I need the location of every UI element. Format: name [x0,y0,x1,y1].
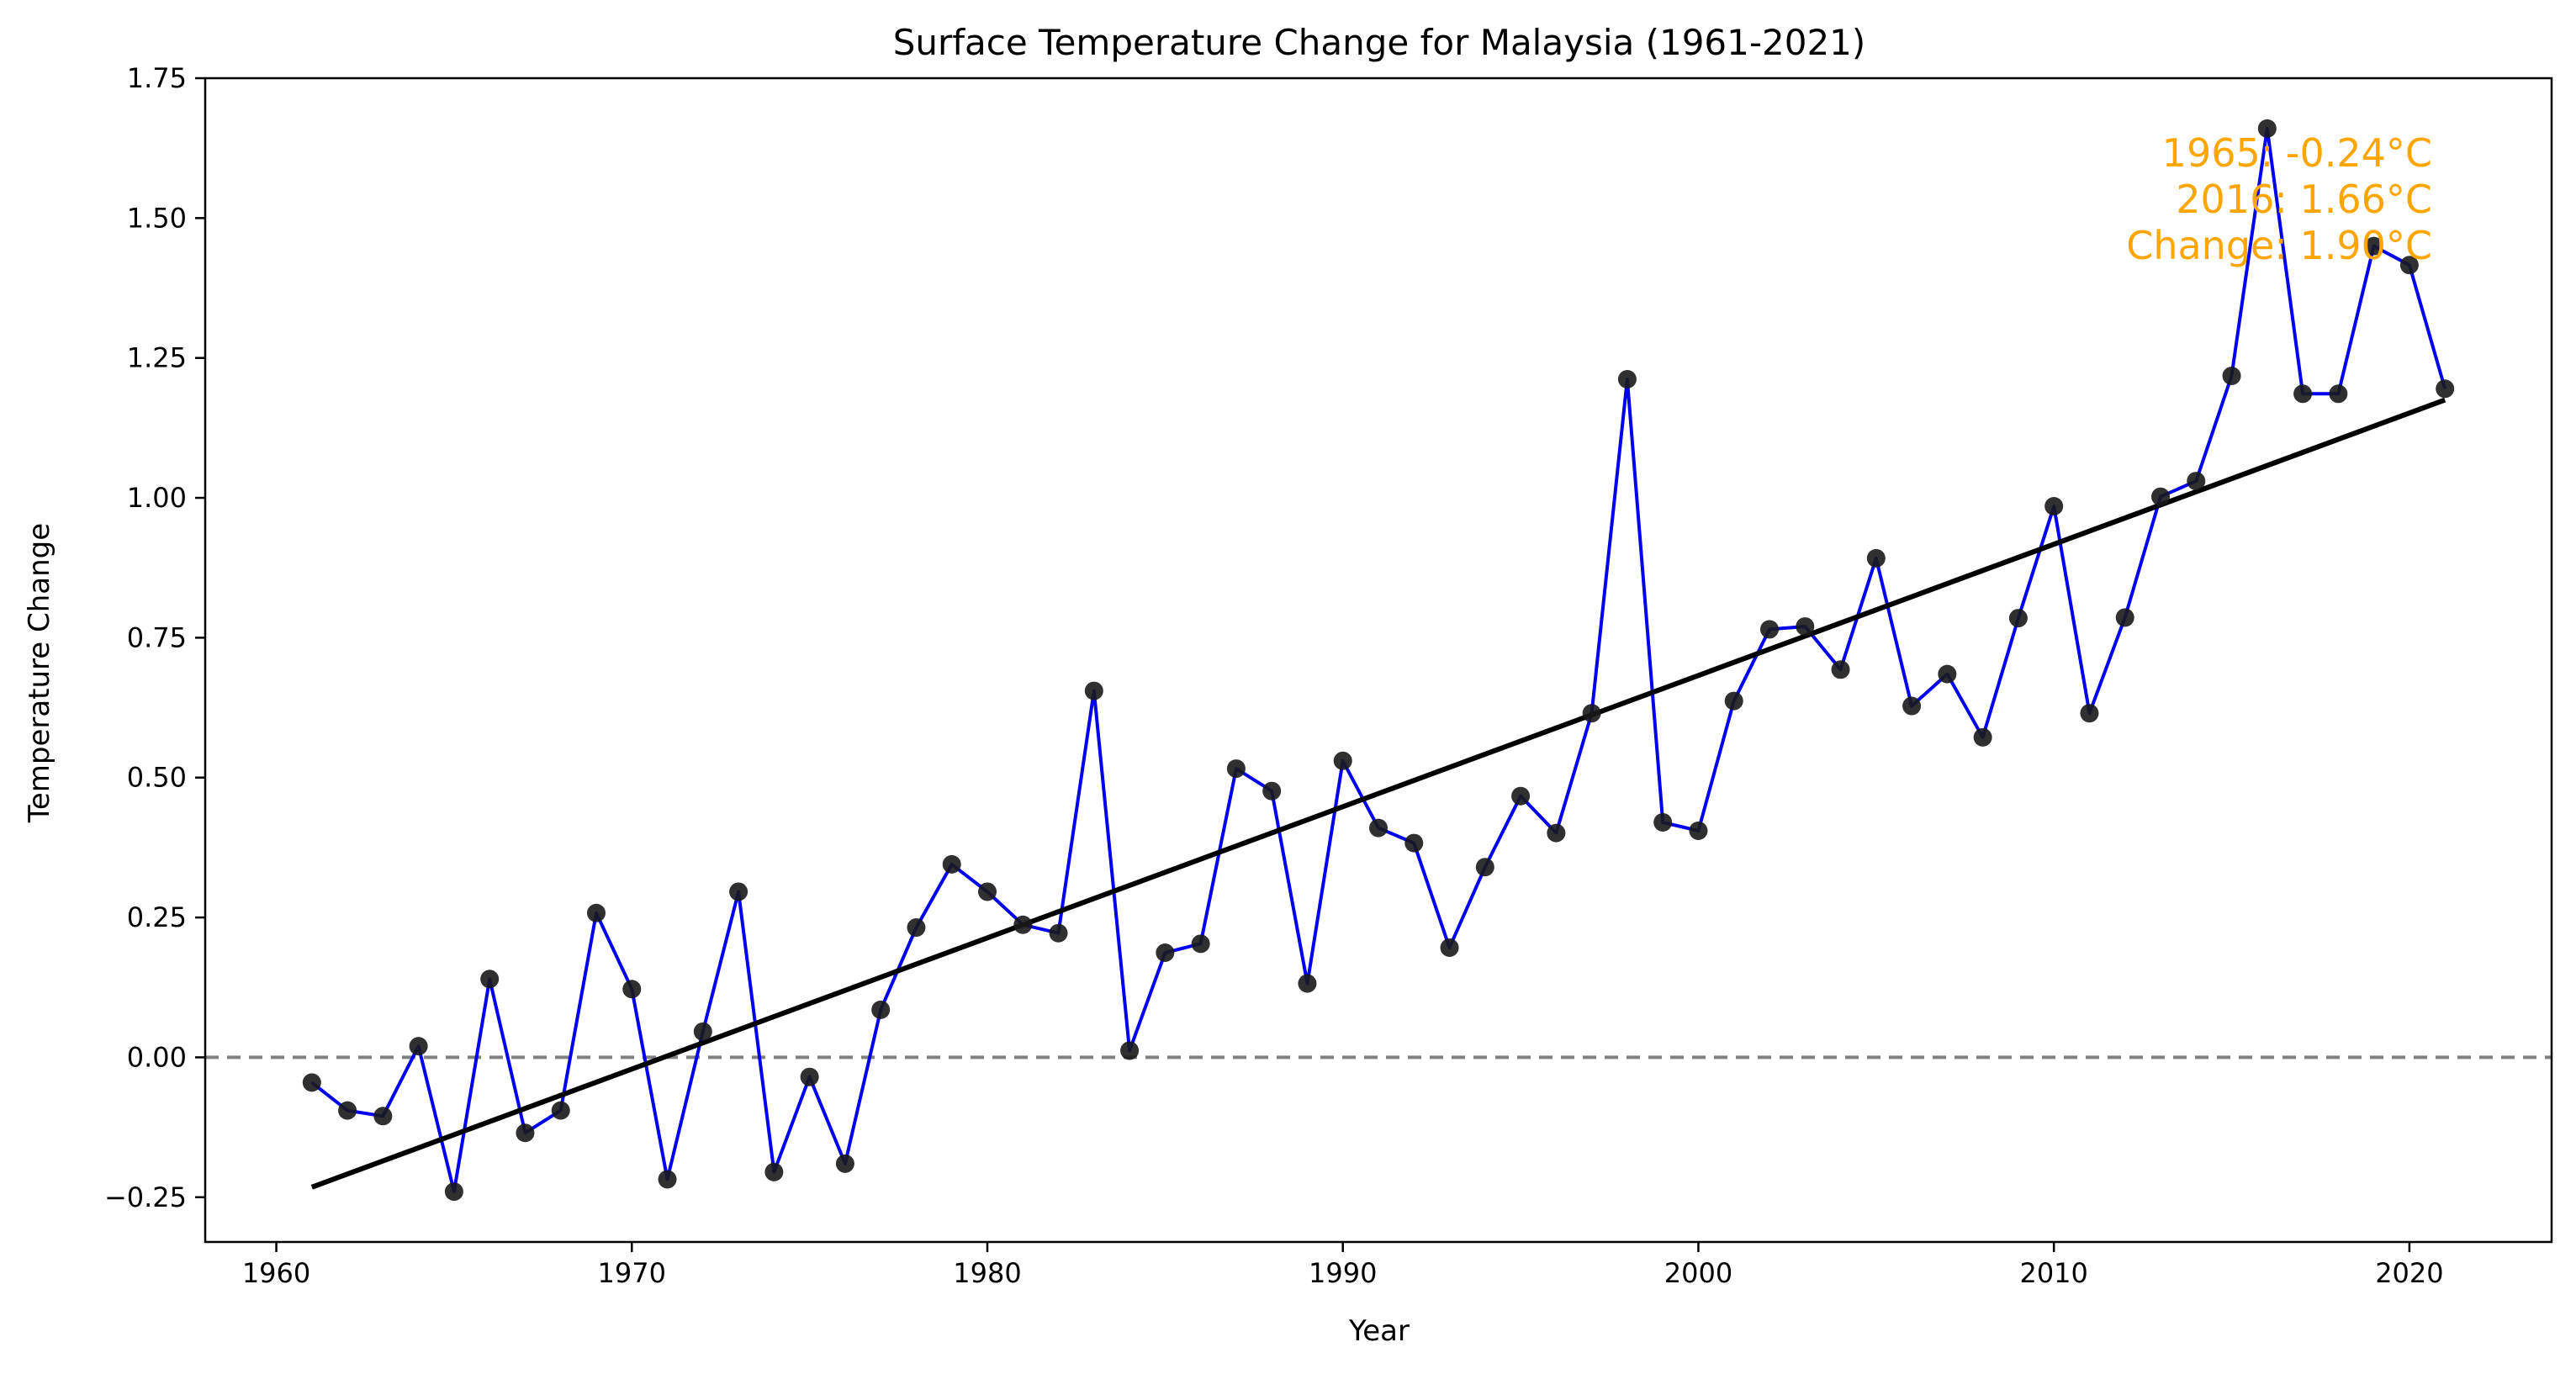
y-tick-label: 1.75 [127,62,187,94]
data-point [1582,704,1601,723]
x-axis-label: Year [1348,1314,1410,1348]
y-tick-label: 0.25 [127,901,187,933]
data-point [1262,781,1282,801]
x-tick-label: 2000 [1664,1257,1732,1289]
data-point [2257,119,2277,138]
data-point [871,1000,891,1019]
data-point [622,980,642,999]
data-point [1440,938,1459,958]
y-tick-label: 1.25 [127,342,187,374]
data-point [302,1073,321,1092]
data-point [551,1101,570,1120]
data-point [1333,751,1352,770]
data-point [2044,497,2064,516]
data-point [2329,384,2348,404]
y-tick-label: −0.25 [104,1181,187,1213]
x-tick-label: 1980 [953,1257,1021,1289]
data-point [2115,608,2134,627]
data-point [1760,620,1779,639]
data-point [2080,704,2099,723]
plot-area: 1960 1970 1980 1990 2000 2010 2020 −0.25 0.00 0.2… [104,62,2553,1289]
data-point [693,1022,712,1041]
data-point [2364,236,2383,256]
data-point [2187,472,2206,491]
x-tick-label: 1990 [1309,1257,1377,1289]
data-point [2293,384,2313,404]
y-axis-label: Temperature Change [23,523,56,823]
data-point [1404,833,1424,853]
data-point [1724,691,1743,711]
data-point [1796,617,1815,637]
data-point [1866,548,1886,568]
data-point [2222,366,2241,385]
data-point [444,1182,463,1202]
data-point [1617,369,1637,388]
annotation-line-2: 2016: 1.66°C [2176,177,2432,222]
data-point [729,882,748,901]
data-point [1298,974,1317,993]
chart-title: Surface Temperature Change for Malaysia … [893,22,1866,63]
data-point [1120,1041,1140,1060]
x-tick-label: 1960 [242,1257,310,1289]
y-tick-label: 1.00 [127,482,187,514]
data-point [480,970,500,989]
annotation-line-1: 1965: -0.24°C [2162,130,2432,176]
data-point [907,918,926,938]
data-point [2151,487,2170,506]
annotation-box: 1965: -0.24°C 2016: 1.66°C Change: 1.90°… [2126,130,2432,268]
data-point [2399,256,2419,275]
x-tick-label: 1970 [598,1257,666,1289]
plot-frame [204,77,2553,1244]
x-tick-label: 2010 [2019,1257,2087,1289]
data-point [764,1162,784,1181]
data-point [587,903,606,922]
data-point [658,1170,677,1189]
data-point [1226,759,1246,779]
data-point [835,1154,854,1173]
y-tick-label: 0.75 [127,621,187,653]
x-tick-label: 2020 [2375,1257,2443,1289]
data-point [1902,696,1922,716]
annotation-line-3: Change: 1.90°C [2126,223,2432,268]
data-point [1369,818,1388,838]
data-point [978,882,997,901]
data-point [1013,915,1033,934]
y-tick-label: 0.50 [127,762,187,794]
data-point [516,1123,535,1143]
data-point [1689,821,1708,840]
y-tick-label: 1.50 [127,202,187,234]
data-point [1084,681,1103,700]
data-point [338,1101,357,1120]
data-point [1191,934,1210,954]
data-point [1547,823,1566,843]
y-tick-label: 0.00 [127,1041,187,1073]
series-line [310,126,2447,1194]
data-point [1156,943,1175,962]
data-point [1653,812,1673,832]
trend-line [310,397,2446,1190]
data-point [373,1107,393,1126]
data-point [1049,923,1068,943]
data-point [409,1037,428,1056]
data-point [942,854,961,874]
data-point [800,1067,819,1086]
data-point [1831,660,1850,679]
data-point [2008,609,2028,628]
data-point [1938,664,1957,684]
data-point [1475,858,1494,877]
data-point [1973,727,1992,747]
data-point [2436,379,2455,399]
data-point [1511,786,1531,806]
